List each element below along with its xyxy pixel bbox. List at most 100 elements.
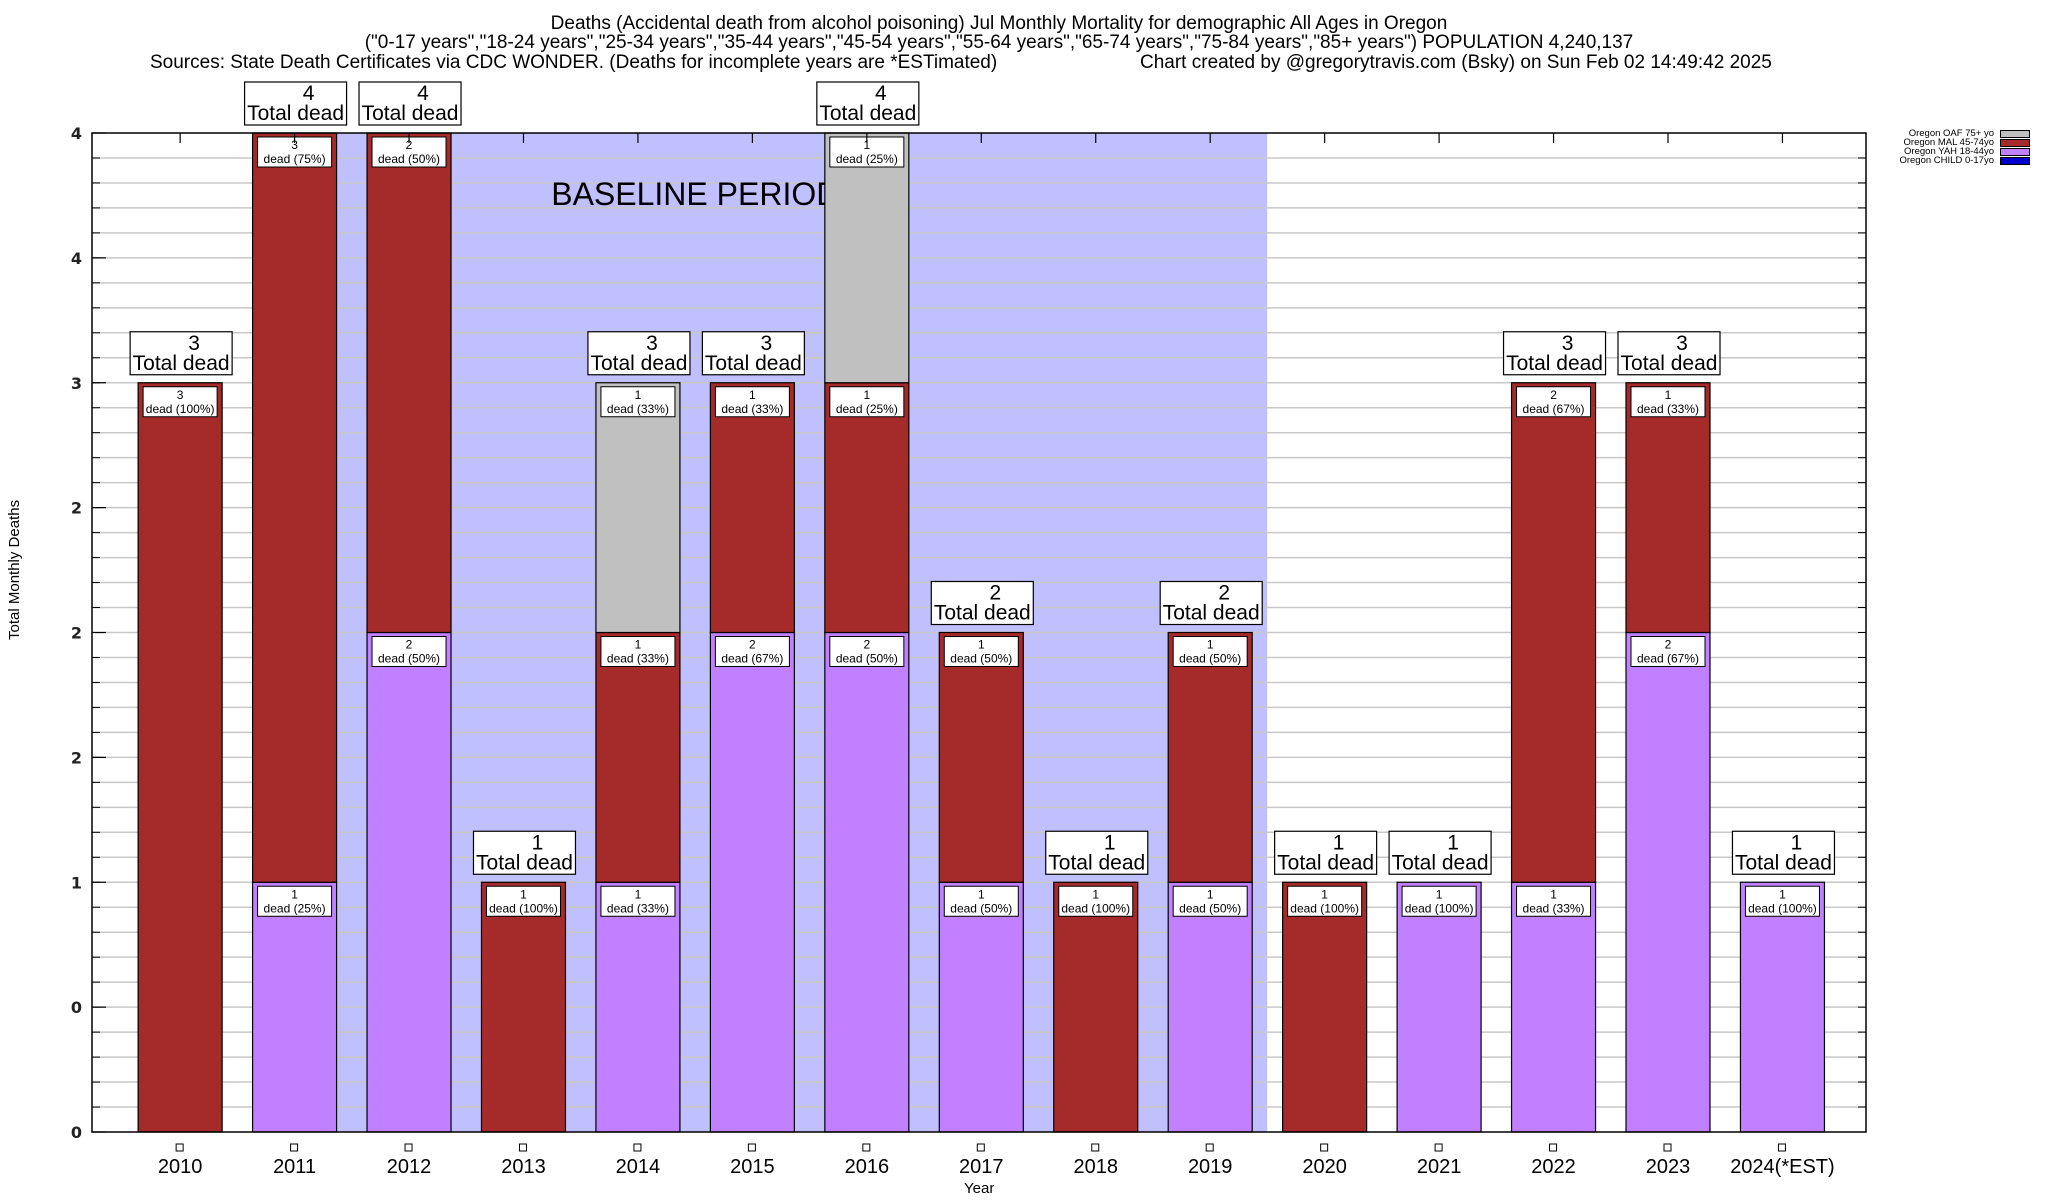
total-label-count: 3 — [646, 332, 658, 355]
segment-label-box — [600, 636, 676, 667]
baseline-period-label: BASELINE PERIOD — [551, 176, 839, 212]
bar-segment-mal — [251, 132, 338, 883]
bar-segment-yah — [1625, 631, 1711, 1133]
bar-segment-mal — [1510, 382, 1597, 883]
segment-label-pct: dead (50%) — [950, 901, 1012, 915]
legend-item-yah: Oregon YAH 18-44yo — [1880, 147, 2030, 156]
segment-label-box — [714, 386, 790, 418]
segment-label-pct: dead (50%) — [950, 652, 1012, 666]
y-tick-label: 4 — [71, 249, 82, 268]
x-tick-marker — [1091, 1143, 1100, 1152]
x-tick-label: 2022 — [1531, 1156, 1576, 1178]
segment-label-count: 1 — [635, 887, 642, 901]
total-label-count: 4 — [875, 82, 887, 105]
x-tick-label: 2012 — [387, 1156, 432, 1178]
segment-label-pct: dead (100%) — [1748, 901, 1817, 915]
segment-label-count: 1 — [520, 887, 527, 901]
bar-segment-mal — [366, 132, 452, 634]
segment-label-pct: dead (25%) — [836, 152, 898, 166]
legend-item-mal: Oregon MAL 45-74yo — [1880, 138, 2030, 147]
chart-title: Deaths (Accidental death from alcohol po… — [550, 13, 1448, 34]
bar-segment-oaf — [824, 132, 910, 384]
segment-label-pct: dead (100%) — [1290, 901, 1359, 915]
segment-label-count: 2 — [863, 638, 870, 652]
y-tick-label: 2 — [71, 624, 82, 643]
x-axis-label: Year — [964, 1180, 995, 1197]
segment-label-pct: dead (50%) — [1179, 901, 1241, 915]
total-label-count: 3 — [188, 332, 200, 355]
total-label-box — [129, 331, 233, 376]
legend-swatch — [2000, 138, 2030, 147]
total-label-box — [358, 81, 462, 126]
segment-label-box — [1058, 885, 1134, 917]
total-label-count: 2 — [989, 582, 1001, 605]
bar-segment-yah — [938, 881, 1024, 1133]
total-label-text: Total dead — [1163, 602, 1260, 625]
total-label-box — [1274, 830, 1378, 875]
y-tick-label: 4 — [71, 124, 82, 143]
total-label-box — [1617, 331, 1721, 376]
total-label-text: Total dead — [705, 352, 802, 375]
segment-label-count: 1 — [863, 388, 870, 402]
segment-label-box — [714, 636, 790, 667]
x-tick-label: 2010 — [158, 1156, 203, 1178]
plot-border — [91, 132, 1867, 1133]
bar-segment-mal — [480, 881, 567, 1133]
x-tick-marker — [633, 1143, 642, 1152]
total-label-text: Total dead — [1392, 851, 1489, 874]
total-label-count: 1 — [1791, 831, 1803, 854]
total-label-text: Total dead — [1621, 352, 1718, 375]
segment-label-box — [257, 885, 333, 917]
total-label-text: Total dead — [1506, 352, 1603, 375]
bar-segment-mal — [1625, 382, 1711, 634]
total-label-text: Total dead — [362, 102, 459, 125]
segment-label-count: 1 — [1207, 887, 1214, 901]
segment-label-count: 3 — [291, 138, 298, 152]
x-tick-marker — [1549, 1143, 1558, 1152]
segment-label-count: 2 — [1665, 638, 1672, 652]
segment-label-box — [1744, 885, 1820, 917]
y-tick-label: 0 — [71, 1123, 82, 1142]
bar-segment-yah — [1167, 881, 1253, 1133]
segment-label-box — [1516, 386, 1592, 418]
bar-segment-mal — [938, 631, 1024, 883]
segment-label-count: 1 — [1436, 887, 1443, 901]
x-tick-marker — [1205, 1143, 1214, 1152]
legend-item-oaf: Oregon OAF 75+ yo — [1880, 129, 2030, 138]
x-tick-marker — [976, 1143, 985, 1152]
segment-label-pct: dead (50%) — [1179, 652, 1241, 666]
total-label-count: 3 — [761, 332, 773, 355]
total-label-text: Total dead — [1735, 851, 1832, 874]
segment-label-pct: dead (33%) — [607, 402, 669, 416]
segment-label-pct: dead (67%) — [721, 652, 783, 666]
segment-label-count: 1 — [1321, 887, 1328, 901]
total-label-text: Total dead — [247, 102, 344, 125]
total-label-count: 1 — [532, 831, 544, 854]
total-label-box — [1159, 580, 1263, 626]
legend-label: Oregon YAH 18-44yo — [1904, 146, 1994, 157]
bar-segment-mal — [709, 382, 795, 634]
total-label-box — [472, 830, 577, 875]
bar-segment-mal — [1282, 881, 1368, 1133]
segment-label-box — [943, 636, 1019, 667]
y-tick-label: 1 — [71, 873, 82, 892]
chart-credit: Chart created by @gregorytravis.com (Bsk… — [1140, 52, 1772, 73]
segment-label-box — [600, 386, 676, 418]
total-label-box — [930, 580, 1034, 626]
total-label-count: 4 — [303, 82, 315, 105]
legend-swatch — [2000, 156, 2030, 165]
segment-label-box — [1401, 885, 1477, 917]
legend-label: Oregon CHILD 0-17yo — [1899, 155, 1994, 166]
total-label-text: Total dead — [1277, 851, 1374, 874]
x-tick-label: 2019 — [1188, 1156, 1233, 1178]
bar-segment-yah — [251, 881, 338, 1133]
x-tick-marker — [1320, 1143, 1329, 1152]
bar-segment-yah — [709, 631, 795, 1133]
segment-label-box — [829, 636, 905, 667]
